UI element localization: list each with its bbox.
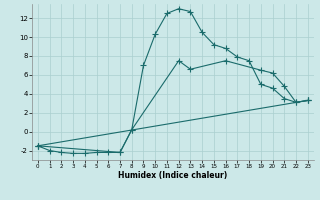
X-axis label: Humidex (Indice chaleur): Humidex (Indice chaleur): [118, 171, 228, 180]
